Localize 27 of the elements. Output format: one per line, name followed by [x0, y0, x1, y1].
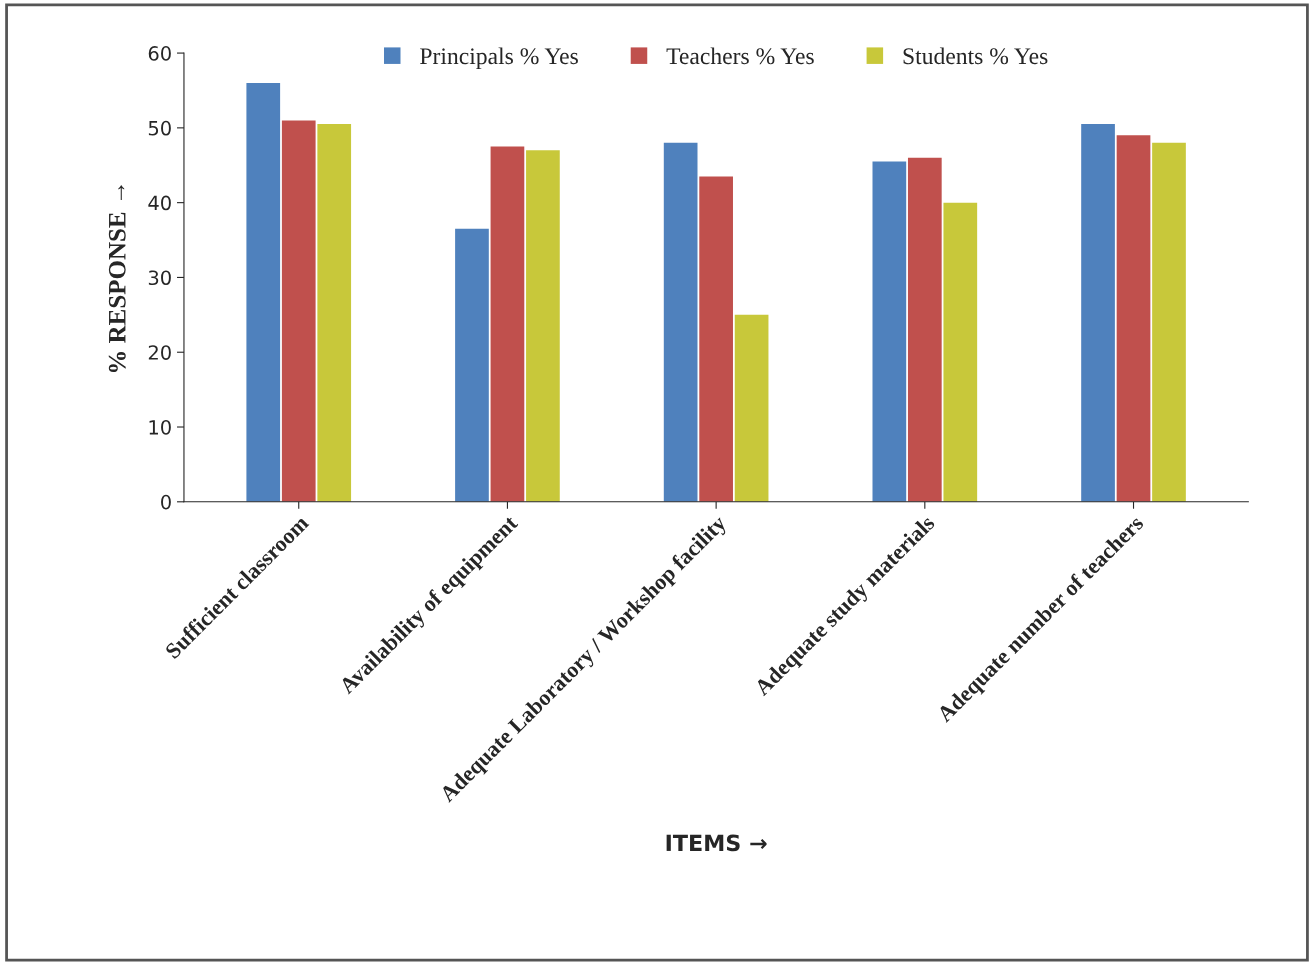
bar — [281, 120, 316, 502]
bar — [907, 157, 942, 502]
bar — [317, 124, 352, 502]
y-tick-label: 60 — [148, 46, 171, 61]
y-tick-label: 0 — [161, 494, 171, 510]
bar — [490, 146, 525, 502]
bar — [699, 176, 733, 502]
bar — [526, 150, 560, 502]
bar — [663, 142, 698, 502]
bar — [1081, 124, 1115, 502]
y-tick-label: 50 — [148, 120, 171, 136]
y-tick-label: 40 — [148, 195, 171, 211]
bar — [734, 314, 769, 502]
y-axis-title: % RESPONSE → — [108, 185, 126, 373]
y-tick-label: 20 — [148, 345, 171, 360]
legend-label: Teachers % Yes — [666, 47, 814, 65]
y-tick-label: 30 — [148, 270, 171, 286]
bar — [943, 202, 978, 502]
bar — [1116, 135, 1151, 502]
bar — [1152, 142, 1186, 502]
y-tick-label: 10 — [149, 419, 171, 435]
bar — [246, 82, 281, 502]
bar — [872, 161, 907, 502]
bar — [455, 228, 489, 502]
legend-label: Students % Yes — [903, 47, 1048, 65]
x-axis-title: ITEMS → — [666, 834, 767, 852]
legend-label: Principals % Yes — [420, 47, 578, 69]
